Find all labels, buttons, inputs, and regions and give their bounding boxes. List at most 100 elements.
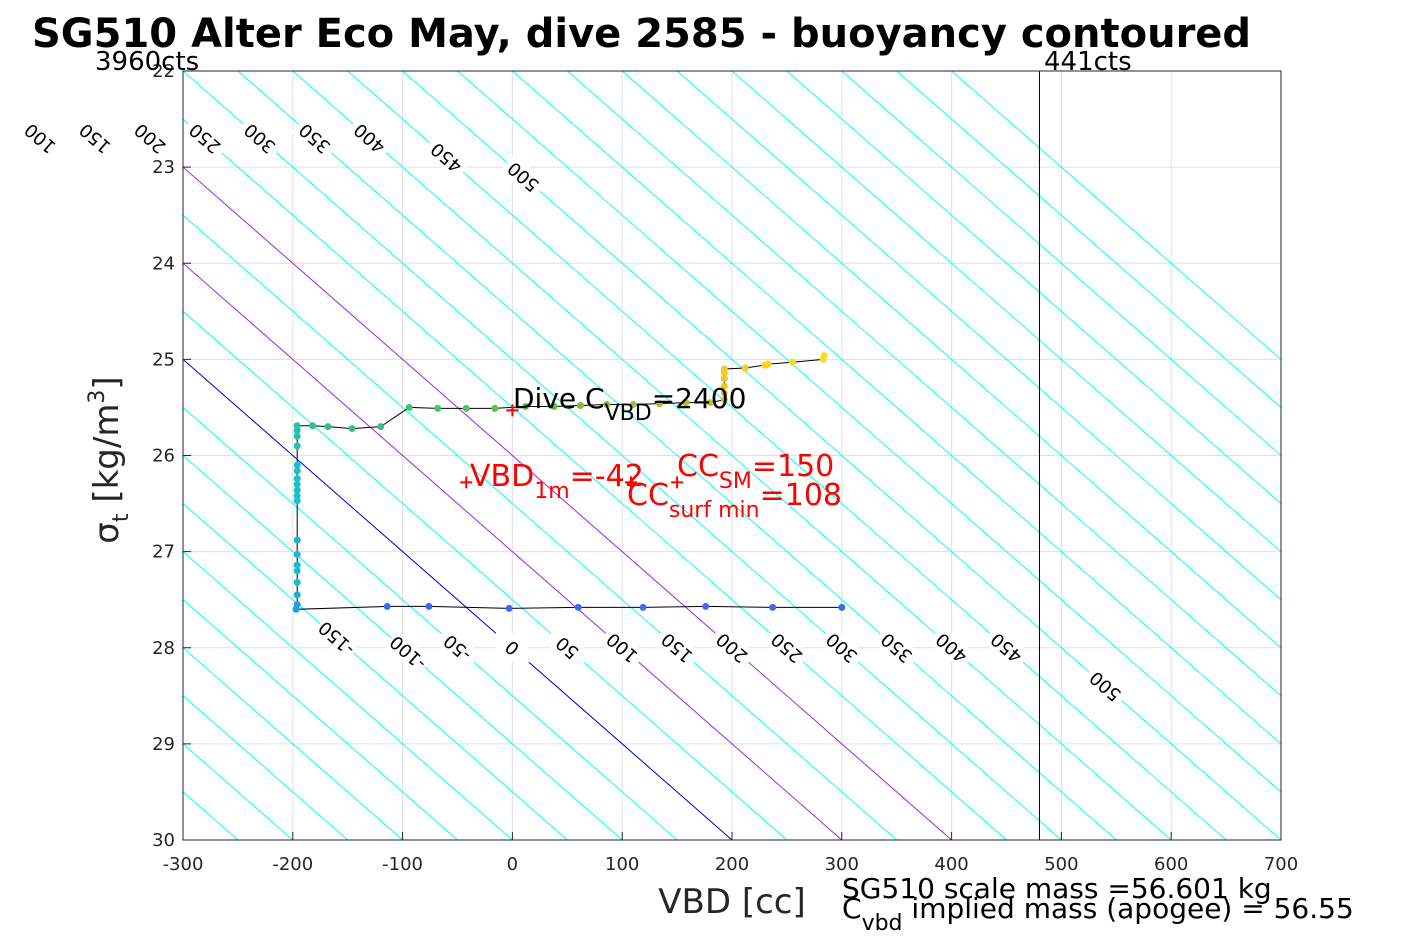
dive-point [377,423,385,431]
x-tick-label: 500 [1044,854,1078,875]
contour-label-bg [16,115,65,162]
contour-label-bg [499,153,548,200]
contour-line [183,214,898,840]
red-plus-marker [506,404,519,417]
dive-point [656,400,664,408]
dive-point [603,401,611,409]
dive-point [293,480,301,488]
dive-point [293,475,301,483]
counts-left-label: 3960cts [95,47,199,77]
contour-line [183,358,733,840]
y-tick-label: 26 [152,446,175,467]
contour-line [183,406,678,840]
contour-label-bg [290,115,339,162]
dive-point [576,402,584,410]
dive-point [293,422,301,430]
dive-point [639,603,647,611]
contour-label-bg [598,624,646,671]
contour-line [183,454,623,840]
contour-line [0,71,18,840]
dive-point [505,604,513,612]
dive-point [720,396,728,404]
vbd-1m-annotation: VBD1m=-42 [470,459,644,504]
dive-point [293,551,301,559]
y-tick-label: 24 [152,253,175,274]
contour-label-bg [543,624,592,671]
dive-point [720,375,728,383]
x-tick-label: 400 [934,854,968,875]
y-tick-label: 27 [152,542,175,563]
contour-line [731,71,1281,553]
contour-line [457,71,1281,793]
contour-label-bg [818,624,866,671]
dive-point [293,461,301,469]
contour-label-bg [488,624,537,671]
contour-label-bg [422,134,471,181]
cc-sm-annotation: CCSM=150 [677,449,834,494]
contour-line [676,71,1281,601]
contour-line [183,695,349,840]
red-markers [460,404,684,489]
dive-point [702,602,710,610]
dive-point [491,404,499,412]
x-tick-label: 0 [507,854,518,875]
contour-label: 50 [0,122,1,153]
x-tick-label: -100 [382,854,423,875]
dive-point [293,486,301,494]
x-tick-labels: -300 -200 -100 0 100 200 300 400 500 600 700 [163,832,1298,875]
y-axis-label: σt [kg/m3] [85,376,134,543]
contour-line [512,71,1281,745]
dive-point [293,427,301,435]
dive-point [293,432,301,440]
contour-label-bg [433,624,482,671]
buoyancy-contours [0,71,1281,840]
dive-point [293,467,301,475]
y-tick-label: 28 [152,638,175,659]
x-tick-label: 100 [605,854,639,875]
contour-label-bg [927,624,976,671]
contour-line [183,118,1007,840]
contour-line [183,166,952,840]
contour-line [183,550,513,840]
contour-label-bg [872,624,921,671]
contour-label-bg [708,624,756,671]
dive-point [720,382,728,390]
red-plus-marker [671,476,684,489]
y-tick-label: 29 [152,734,175,755]
y-tick-label: 30 [152,830,175,851]
contour-line [0,71,73,840]
contour-line [183,262,843,840]
y-tick-label: 25 [152,349,175,370]
y-tick-labels: 22 23 24 25 26 27 28 29 30 [152,61,191,851]
implied-mass-text: Cvbd implied mass (apogee) = 56.55 [842,892,1354,936]
counts-right-label: 441cts [1044,47,1132,77]
contour-line [183,599,458,840]
contour-line [951,71,1281,361]
dive-point [293,567,301,575]
contour-line [237,71,1117,840]
dive-point [434,404,442,412]
x-tick-label: 700 [1264,854,1298,875]
x-tick-label: -200 [272,854,313,875]
contour-line [183,502,568,840]
contour-label-bg [236,115,284,162]
contour-line [566,71,1281,697]
dive-point [741,364,749,372]
dive-point [764,360,772,368]
contour-label-bg [653,624,701,671]
contour-label-bg [982,624,1031,671]
dive-point [574,603,582,611]
contour-label-bg [312,615,361,661]
contour-label-bg [181,115,229,162]
contour-label-bg [763,624,811,671]
dive-point [293,600,301,608]
x-axis-label: VBD [cc] [658,882,806,922]
contour-label-bg [384,629,432,676]
contour-line [786,71,1281,505]
contour-line [896,71,1281,409]
dive-point [293,536,301,544]
dive-cvbd-annotation: Dive CVBD=2400 [513,382,746,426]
dive-point [293,578,301,586]
red-plus-marker [624,476,637,489]
contour-label-bg [126,115,174,162]
